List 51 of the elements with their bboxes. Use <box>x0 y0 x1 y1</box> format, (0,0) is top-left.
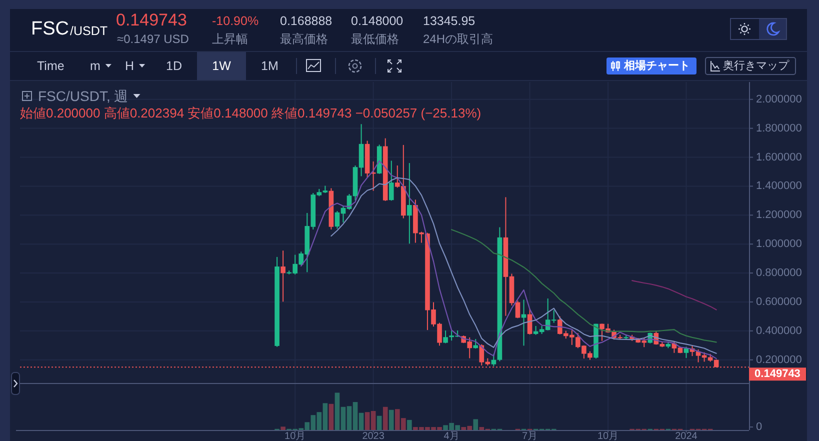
ref-line-label: 0.149743 <box>754 368 800 380</box>
y-tick-label: 1.200000 <box>756 209 802 222</box>
line-series <box>330 177 717 354</box>
text: H <box>125 59 134 73</box>
x-tick-label: 10月 <box>284 431 306 441</box>
text: 0.148000 <box>351 14 404 28</box>
text: 24Hの取引高 <box>423 32 494 46</box>
x-tick-label: 2024 <box>675 431 698 441</box>
y-tick-label: 0.200000 <box>756 354 802 366</box>
text: 始値0.200000 高値0.202394 安値0.148000 終値0.149743 −0.050257 (−25.13%) <box>20 106 482 120</box>
x-tick-label: 2023 <box>362 431 385 441</box>
bar <box>328 404 334 430</box>
bar <box>388 410 394 430</box>
text: m <box>90 59 100 73</box>
bar <box>473 419 478 430</box>
text: /USDT <box>70 24 108 38</box>
line-series <box>451 229 717 343</box>
x-tick-label: 4月 <box>444 431 460 441</box>
button-primary: 相場チャート <box>606 58 696 74</box>
y-tick-label: 0.600000 <box>756 296 802 308</box>
price-label: 0.149743 <box>749 368 806 381</box>
y-tick-label: 0.800000 <box>756 267 802 280</box>
x-tick-label: 7月 <box>522 431 538 441</box>
text: 13345.95 <box>423 14 476 28</box>
line-series <box>632 280 717 310</box>
text: Time <box>37 59 64 73</box>
bar <box>280 426 286 430</box>
bar <box>382 406 388 430</box>
text: 最低価格 <box>351 32 399 46</box>
y-tick-label: 1.000000 <box>756 238 802 250</box>
bar <box>376 416 382 430</box>
y-tick-label: 2.000000 <box>756 93 802 106</box>
text: 0.149743 <box>116 10 187 30</box>
text: 0 <box>756 421 762 433</box>
text: 1M <box>261 59 278 73</box>
text: FSC <box>31 18 69 40</box>
text: 1D <box>166 59 182 73</box>
text: -10.90% <box>212 14 259 28</box>
text: 上昇幅 <box>212 32 248 46</box>
text: 0.168888 <box>280 14 332 28</box>
bar <box>407 420 412 430</box>
text: ≈0.1497 USD <box>117 32 190 46</box>
y-tick-label: 1.800000 <box>756 122 802 134</box>
button-active: 1W <box>197 52 246 80</box>
y-tick-label: 1.600000 <box>756 151 802 164</box>
chart-title: FSC/USDT, 週 <box>38 88 128 104</box>
text: 最高価格 <box>280 32 328 46</box>
y-tick-label: 0.400000 <box>756 324 802 337</box>
x-tick-label: 10月 <box>597 431 619 441</box>
y-tick-label: 1.400000 <box>756 180 802 192</box>
button-outline: 奥行きマップ <box>705 57 796 75</box>
